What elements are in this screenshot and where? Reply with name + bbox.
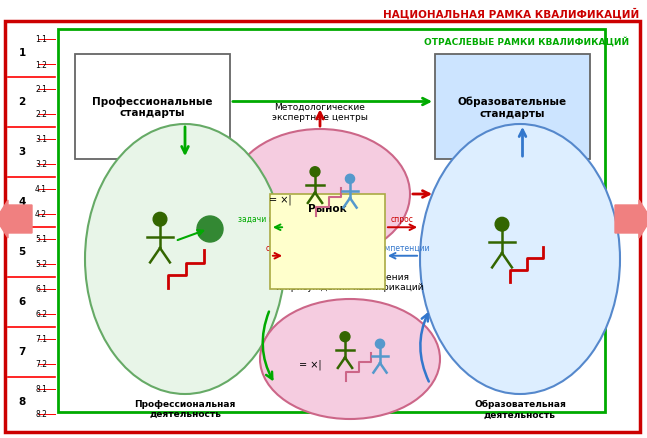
Text: 7: 7 xyxy=(18,347,26,357)
Text: 1: 1 xyxy=(18,47,26,57)
Text: = ×|: = ×| xyxy=(299,359,322,369)
FancyArrow shape xyxy=(0,201,32,238)
Text: Методологические
экспертные центры: Методологические экспертные центры xyxy=(272,102,368,122)
Circle shape xyxy=(310,167,320,177)
Text: 5.2: 5.2 xyxy=(35,260,47,269)
Text: спрос: спрос xyxy=(391,215,414,224)
Text: 7.2: 7.2 xyxy=(35,360,47,369)
Text: 2.2: 2.2 xyxy=(35,110,47,119)
Text: 8.2: 8.2 xyxy=(35,410,47,419)
Text: 6.1: 6.1 xyxy=(35,285,47,294)
Ellipse shape xyxy=(420,125,620,394)
Circle shape xyxy=(340,332,350,342)
Text: ОТРАСЛЕВЫЕ РАМКИ КВАЛИФИКАЦИЙ: ОТРАСЛЕВЫЕ РАМКИ КВАЛИФИКАЦИЙ xyxy=(424,37,629,47)
FancyArrow shape xyxy=(615,201,647,238)
Text: = ×|: = ×| xyxy=(269,194,291,205)
Ellipse shape xyxy=(85,125,285,394)
Text: 2: 2 xyxy=(18,97,26,107)
Text: 6.2: 6.2 xyxy=(35,310,47,319)
Text: Образовательные
стандарты: Образовательные стандарты xyxy=(458,96,567,118)
Ellipse shape xyxy=(230,130,410,259)
Text: 3: 3 xyxy=(18,147,26,157)
Circle shape xyxy=(375,339,384,349)
Text: 3.1: 3.1 xyxy=(35,135,47,144)
Circle shape xyxy=(197,216,223,243)
Text: 7.1: 7.1 xyxy=(35,335,47,344)
Circle shape xyxy=(345,175,355,184)
Text: 1.2: 1.2 xyxy=(35,60,47,69)
Text: 5.1: 5.1 xyxy=(35,235,47,244)
Text: Центры подтверждения
и присуждения квалификаций: Центры подтверждения и присуждения квали… xyxy=(276,272,424,291)
Text: 8: 8 xyxy=(18,396,26,406)
Ellipse shape xyxy=(260,299,440,419)
Bar xyxy=(435,55,590,159)
Circle shape xyxy=(495,218,509,232)
Text: НАЦИОНАЛЬНАЯ РАМКА КВАЛИФИКАЦИЙ: НАЦИОНАЛЬНАЯ РАМКА КВАЛИФИКАЦИЙ xyxy=(383,8,639,20)
Bar xyxy=(75,55,230,159)
Text: Образовательная
деятельность: Образовательная деятельность xyxy=(474,399,566,418)
Circle shape xyxy=(153,213,167,226)
Bar xyxy=(58,30,605,412)
Text: Профессиональные
стандарты: Профессиональные стандарты xyxy=(93,96,213,118)
Text: спрос: спрос xyxy=(266,243,289,252)
Text: 2.1: 2.1 xyxy=(35,85,47,94)
Text: 4.2: 4.2 xyxy=(35,210,47,219)
Text: 4.1: 4.1 xyxy=(35,185,47,194)
Text: 8.1: 8.1 xyxy=(35,385,47,394)
Text: компетенции: компетенции xyxy=(375,243,430,252)
Text: Рынок: Рынок xyxy=(308,204,347,213)
Text: 1.1: 1.1 xyxy=(35,35,47,44)
Text: 5: 5 xyxy=(18,247,26,257)
Text: Профессиональная
деятельность: Профессиональная деятельность xyxy=(135,399,236,418)
Text: 3.2: 3.2 xyxy=(35,160,47,169)
Text: 6: 6 xyxy=(18,297,26,307)
Text: 4: 4 xyxy=(18,197,26,207)
Bar xyxy=(270,194,385,290)
Text: задачи и проблемы: задачи и проблемы xyxy=(238,215,317,224)
